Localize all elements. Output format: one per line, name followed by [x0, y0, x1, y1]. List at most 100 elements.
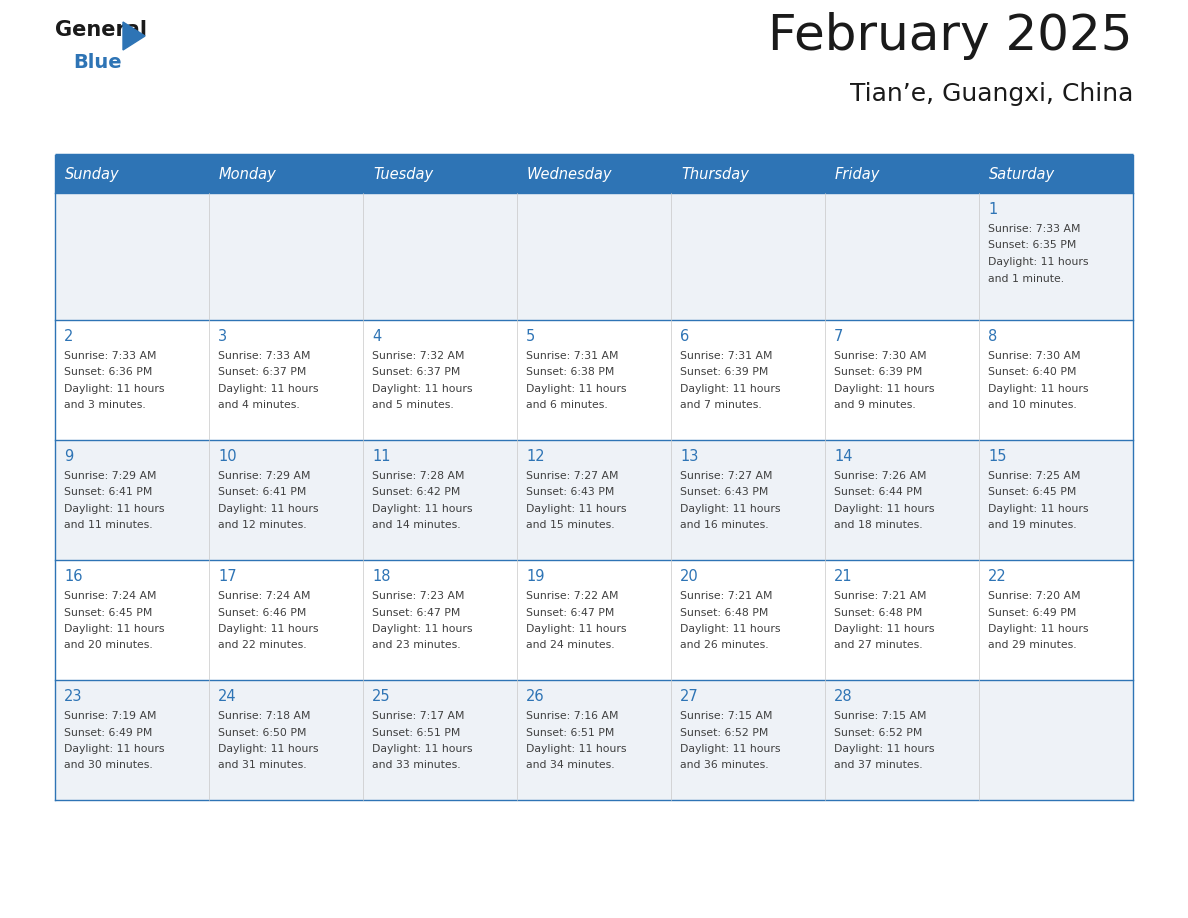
Text: and 33 minutes.: and 33 minutes.	[372, 760, 461, 770]
Text: and 34 minutes.: and 34 minutes.	[526, 760, 614, 770]
Text: Sunset: 6:43 PM: Sunset: 6:43 PM	[680, 487, 769, 498]
Text: 15: 15	[988, 449, 1006, 464]
Text: Sunrise: 7:21 AM: Sunrise: 7:21 AM	[834, 591, 927, 601]
Text: Saturday: Saturday	[988, 166, 1055, 182]
Text: Sunrise: 7:30 AM: Sunrise: 7:30 AM	[988, 351, 1081, 361]
Text: 4: 4	[372, 329, 381, 344]
Text: Daylight: 11 hours: Daylight: 11 hours	[219, 744, 318, 754]
Text: Sunset: 6:37 PM: Sunset: 6:37 PM	[219, 367, 307, 377]
Text: and 26 minutes.: and 26 minutes.	[680, 641, 769, 651]
Text: Sunset: 6:47 PM: Sunset: 6:47 PM	[526, 608, 614, 618]
Text: Daylight: 11 hours: Daylight: 11 hours	[988, 257, 1088, 267]
Text: Sunset: 6:37 PM: Sunset: 6:37 PM	[372, 367, 461, 377]
Bar	[55, 680, 1133, 800]
Text: 18: 18	[372, 569, 391, 584]
Text: Sunrise: 7:17 AM: Sunrise: 7:17 AM	[372, 711, 465, 721]
Text: Sunset: 6:40 PM: Sunset: 6:40 PM	[988, 367, 1076, 377]
Text: Sunset: 6:52 PM: Sunset: 6:52 PM	[680, 727, 769, 737]
Text: Daylight: 11 hours: Daylight: 11 hours	[372, 384, 473, 394]
Text: 3: 3	[219, 329, 227, 344]
Text: Sunrise: 7:15 AM: Sunrise: 7:15 AM	[834, 711, 927, 721]
Text: and 9 minutes.: and 9 minutes.	[834, 400, 916, 410]
Text: Daylight: 11 hours: Daylight: 11 hours	[680, 384, 781, 394]
Text: 17: 17	[219, 569, 236, 584]
Text: Sunset: 6:49 PM: Sunset: 6:49 PM	[64, 727, 152, 737]
Text: Daylight: 11 hours: Daylight: 11 hours	[526, 744, 626, 754]
Text: Friday: Friday	[835, 166, 880, 182]
Text: Sunrise: 7:23 AM: Sunrise: 7:23 AM	[372, 591, 465, 601]
Bar	[55, 320, 1133, 440]
Text: 14: 14	[834, 449, 853, 464]
Text: and 14 minutes.: and 14 minutes.	[372, 521, 461, 531]
Text: and 3 minutes.: and 3 minutes.	[64, 400, 146, 410]
Text: and 18 minutes.: and 18 minutes.	[834, 521, 923, 531]
Text: Daylight: 11 hours: Daylight: 11 hours	[219, 504, 318, 514]
Text: Daylight: 11 hours: Daylight: 11 hours	[680, 504, 781, 514]
Text: Daylight: 11 hours: Daylight: 11 hours	[372, 624, 473, 634]
Text: Sunset: 6:48 PM: Sunset: 6:48 PM	[834, 608, 922, 618]
Text: and 27 minutes.: and 27 minutes.	[834, 641, 923, 651]
Text: Daylight: 11 hours: Daylight: 11 hours	[526, 384, 626, 394]
Text: Daylight: 11 hours: Daylight: 11 hours	[988, 384, 1088, 394]
Text: and 31 minutes.: and 31 minutes.	[219, 760, 307, 770]
Bar	[55, 560, 1133, 680]
Text: and 6 minutes.: and 6 minutes.	[526, 400, 608, 410]
Text: Daylight: 11 hours: Daylight: 11 hours	[64, 504, 164, 514]
Text: 6: 6	[680, 329, 689, 344]
Text: 9: 9	[64, 449, 74, 464]
Text: Sunrise: 7:31 AM: Sunrise: 7:31 AM	[680, 351, 772, 361]
Text: Sunrise: 7:19 AM: Sunrise: 7:19 AM	[64, 711, 157, 721]
Text: Sunrise: 7:29 AM: Sunrise: 7:29 AM	[219, 471, 310, 481]
Text: Wednesday: Wednesday	[527, 166, 613, 182]
Text: Sunrise: 7:25 AM: Sunrise: 7:25 AM	[988, 471, 1081, 481]
Text: Thursday: Thursday	[681, 166, 748, 182]
Text: Daylight: 11 hours: Daylight: 11 hours	[834, 504, 935, 514]
Text: Daylight: 11 hours: Daylight: 11 hours	[372, 744, 473, 754]
Bar	[55, 193, 1133, 320]
Text: Sunrise: 7:27 AM: Sunrise: 7:27 AM	[526, 471, 619, 481]
Text: Sunrise: 7:16 AM: Sunrise: 7:16 AM	[526, 711, 619, 721]
Text: and 4 minutes.: and 4 minutes.	[219, 400, 299, 410]
Text: Sunset: 6:39 PM: Sunset: 6:39 PM	[680, 367, 769, 377]
Text: 5: 5	[526, 329, 536, 344]
Text: Sunrise: 7:22 AM: Sunrise: 7:22 AM	[526, 591, 619, 601]
Text: Daylight: 11 hours: Daylight: 11 hours	[680, 744, 781, 754]
Text: February 2025: February 2025	[769, 12, 1133, 60]
Text: 16: 16	[64, 569, 82, 584]
Text: Daylight: 11 hours: Daylight: 11 hours	[64, 384, 164, 394]
Text: Sunrise: 7:33 AM: Sunrise: 7:33 AM	[988, 224, 1081, 234]
Text: 8: 8	[988, 329, 997, 344]
Text: Daylight: 11 hours: Daylight: 11 hours	[680, 624, 781, 634]
Text: Daylight: 11 hours: Daylight: 11 hours	[834, 384, 935, 394]
Text: Daylight: 11 hours: Daylight: 11 hours	[64, 624, 164, 634]
Text: Sunset: 6:42 PM: Sunset: 6:42 PM	[372, 487, 461, 498]
Text: 21: 21	[834, 569, 853, 584]
Text: Sunset: 6:45 PM: Sunset: 6:45 PM	[988, 487, 1076, 498]
Text: Sunrise: 7:32 AM: Sunrise: 7:32 AM	[372, 351, 465, 361]
Text: Sunset: 6:44 PM: Sunset: 6:44 PM	[834, 487, 922, 498]
Text: and 1 minute.: and 1 minute.	[988, 274, 1064, 284]
Text: Sunset: 6:48 PM: Sunset: 6:48 PM	[680, 608, 769, 618]
Text: Monday: Monday	[219, 166, 277, 182]
Text: Sunset: 6:36 PM: Sunset: 6:36 PM	[64, 367, 152, 377]
Text: Daylight: 11 hours: Daylight: 11 hours	[372, 504, 473, 514]
Bar	[55, 440, 1133, 560]
Text: 27: 27	[680, 689, 699, 704]
Text: Sunrise: 7:24 AM: Sunrise: 7:24 AM	[219, 591, 310, 601]
Text: 2: 2	[64, 329, 74, 344]
Text: Sunset: 6:52 PM: Sunset: 6:52 PM	[834, 727, 922, 737]
Text: Sunset: 6:39 PM: Sunset: 6:39 PM	[834, 367, 922, 377]
Text: Daylight: 11 hours: Daylight: 11 hours	[219, 624, 318, 634]
Text: Sunset: 6:45 PM: Sunset: 6:45 PM	[64, 608, 152, 618]
Text: and 12 minutes.: and 12 minutes.	[219, 521, 307, 531]
Text: Daylight: 11 hours: Daylight: 11 hours	[219, 384, 318, 394]
Text: and 10 minutes.: and 10 minutes.	[988, 400, 1076, 410]
Text: Sunset: 6:41 PM: Sunset: 6:41 PM	[64, 487, 152, 498]
Text: and 24 minutes.: and 24 minutes.	[526, 641, 614, 651]
Text: 23: 23	[64, 689, 82, 704]
Text: Sunday: Sunday	[65, 166, 120, 182]
Text: and 5 minutes.: and 5 minutes.	[372, 400, 454, 410]
Text: and 16 minutes.: and 16 minutes.	[680, 521, 769, 531]
Text: and 11 minutes.: and 11 minutes.	[64, 521, 152, 531]
Text: and 29 minutes.: and 29 minutes.	[988, 641, 1076, 651]
